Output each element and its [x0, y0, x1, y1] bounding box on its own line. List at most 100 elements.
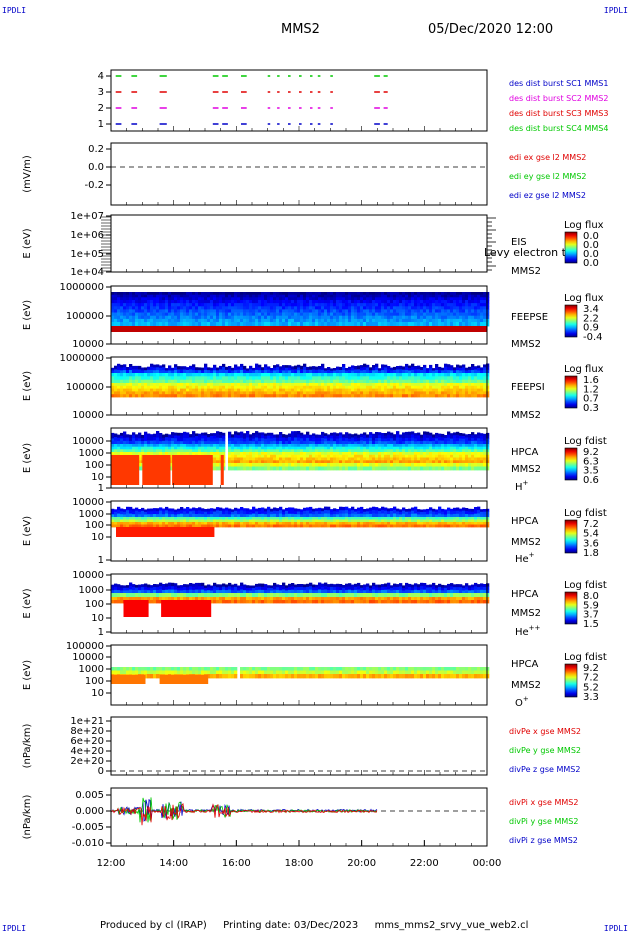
- hot-region: [159, 675, 209, 684]
- colorbar-tick-label: 8.0: [583, 591, 599, 602]
- colorbar-tick-label: 3.6: [583, 538, 599, 549]
- y-tick-label: 1000000: [59, 282, 104, 293]
- y-tick-label: 1e+06: [70, 230, 104, 241]
- colorbar: [564, 591, 578, 625]
- y-tick-label: 1000: [79, 448, 104, 459]
- y-tick-label: 1000: [79, 509, 104, 520]
- corner-label-top-right: IPDLI: [603, 6, 628, 15]
- y-tick-label: 1e+07: [70, 211, 104, 222]
- y-tick-label: 1: [98, 555, 104, 566]
- x-tick-label: 00:00: [473, 858, 502, 869]
- colorbar-tick-label: 3.3: [583, 692, 599, 703]
- colorbar-tick-label: 7.2: [583, 673, 599, 684]
- footer-credits: Produced by cl (IRAP) Printing date: 03/…: [100, 920, 528, 931]
- colorbar: [564, 231, 578, 264]
- colorbar: [564, 375, 578, 409]
- legend-entry: edi ey gse l2 MMS2: [509, 172, 587, 181]
- panel-feepse: 1000000 100000 10000 E (eV) FEEPSE MMS2 Log fl…: [22, 282, 604, 350]
- hot-region: [111, 455, 140, 485]
- x-tick-label: 14:00: [159, 858, 188, 869]
- colorbar-tick-label: 0.0: [583, 240, 599, 251]
- y-tick-label: 10: [91, 532, 104, 543]
- overlay-label: Levy electron to: [484, 246, 573, 259]
- legend-entry: edi ex gse l2 MMS2: [509, 153, 586, 162]
- colorbar-tick-label: 6.3: [583, 456, 599, 467]
- hot-region: [142, 455, 171, 485]
- y-tick-label: 2: [98, 103, 104, 114]
- y-tick-label: 1e+04: [70, 267, 104, 278]
- hot-region: [123, 600, 149, 617]
- spacecraft-label: MMS2: [511, 608, 541, 619]
- colorbar-title: Log flux: [564, 364, 604, 375]
- spectrogram-cells: [111, 506, 490, 528]
- colorbar-tick-label: 5.9: [583, 600, 599, 611]
- colorbar-tick-label: 3.4: [583, 304, 599, 315]
- y-tick-label: 0: [98, 766, 104, 777]
- colorbar-tick-label: 3.7: [583, 610, 599, 621]
- y-tick-label: 6e+20: [70, 736, 104, 747]
- footer-printing-date: Printing date: 03/Dec/2023: [223, 920, 359, 931]
- x-tick-label: 16:00: [222, 858, 251, 869]
- colorbar-tick-label: 5.4: [583, 529, 599, 540]
- instrument-label: HPCA: [511, 589, 539, 600]
- y-tick-label: 0.005: [75, 790, 104, 801]
- spacecraft-label: MMS2: [511, 680, 541, 691]
- spacecraft-label: MMS2: [511, 266, 541, 277]
- instrument-label: HPCA: [511, 447, 539, 458]
- y-axis-label: E (eV): [22, 228, 33, 258]
- legend-entry: divPi z gse MMS2: [509, 836, 578, 845]
- instrument-label: HPCA: [511, 659, 539, 670]
- y-tick-label: 100000: [66, 641, 104, 652]
- y-axis-label: E (eV): [22, 300, 33, 330]
- legend-entry: divPi y gse MMS2: [509, 817, 578, 826]
- colorbar-tick-label: 0.0: [583, 231, 599, 242]
- y-tick-label: 10000: [72, 570, 104, 581]
- y-tick-label: 1000: [79, 664, 104, 675]
- spacecraft-title: MMS2: [281, 22, 320, 37]
- y-tick-label: 100: [85, 520, 104, 531]
- y-tick-label: 1e+21: [70, 716, 104, 727]
- colorbar-title: Log fdist: [564, 580, 607, 591]
- y-tick-label: 10000: [72, 497, 104, 508]
- colorbar-tick-label: 1.5: [583, 619, 599, 630]
- species-label: He+: [515, 551, 535, 565]
- panel-frame: [110, 716, 488, 776]
- y-tick-label: 10000: [72, 652, 104, 663]
- colorbar-tick-label: 0.0: [583, 258, 599, 269]
- colorbar-tick-label: 9.2: [583, 663, 599, 674]
- species-label: O+: [515, 695, 529, 709]
- colorbar-title: Log fdist: [564, 508, 607, 519]
- legend-entry: des dist burst SC4 MMS4: [509, 124, 608, 133]
- y-tick-label: 10: [91, 613, 104, 624]
- y-tick-label: 2e+20: [70, 756, 104, 767]
- hot-region: [172, 455, 213, 485]
- colorbar-tick-label: 1.6: [583, 375, 599, 386]
- colorbar-tick-label: 1.2: [583, 384, 599, 395]
- y-axis-label: E (eV): [22, 660, 33, 690]
- spacecraft-label: MMS2: [511, 410, 541, 421]
- y-axis-label: E (eV): [22, 516, 33, 546]
- spacecraft-label: MMS2: [511, 339, 541, 350]
- y-axis-label: E (eV): [22, 588, 33, 618]
- colorbar-tick-label: -0.4: [583, 332, 603, 343]
- feepse-red-band: [111, 326, 487, 332]
- colorbar-tick-label: 1.8: [583, 548, 599, 559]
- y-tick-label: 0.000: [75, 806, 104, 817]
- spectrogram-cells: [111, 363, 490, 398]
- panel-feepsi: 1000000 100000 10000 E (eV) FEEPSI MMS2 Log fl…: [22, 353, 604, 421]
- y-tick-label: 1000000: [59, 353, 104, 364]
- instrument-label: FEEPSI: [511, 382, 545, 393]
- hot-region: [116, 527, 215, 537]
- colorbar: [564, 447, 578, 481]
- x-tick-label: 18:00: [285, 858, 314, 869]
- y-tick-label: 0.2: [88, 144, 104, 155]
- panel-frame: [110, 142, 488, 206]
- panel-hpca_hepp: 10000 1000 100 10 1 E (eV) HPCA MMS2 He++ Log fdi…: [22, 570, 607, 638]
- colorbar-tick-label: 0.6: [583, 475, 599, 486]
- colorbar-title: Log flux: [564, 293, 604, 304]
- divpi-trace: [110, 802, 378, 826]
- legend-entry: divPi x gse MMS2: [509, 798, 578, 807]
- footer-produced: Produced by cl (IRAP): [100, 920, 207, 931]
